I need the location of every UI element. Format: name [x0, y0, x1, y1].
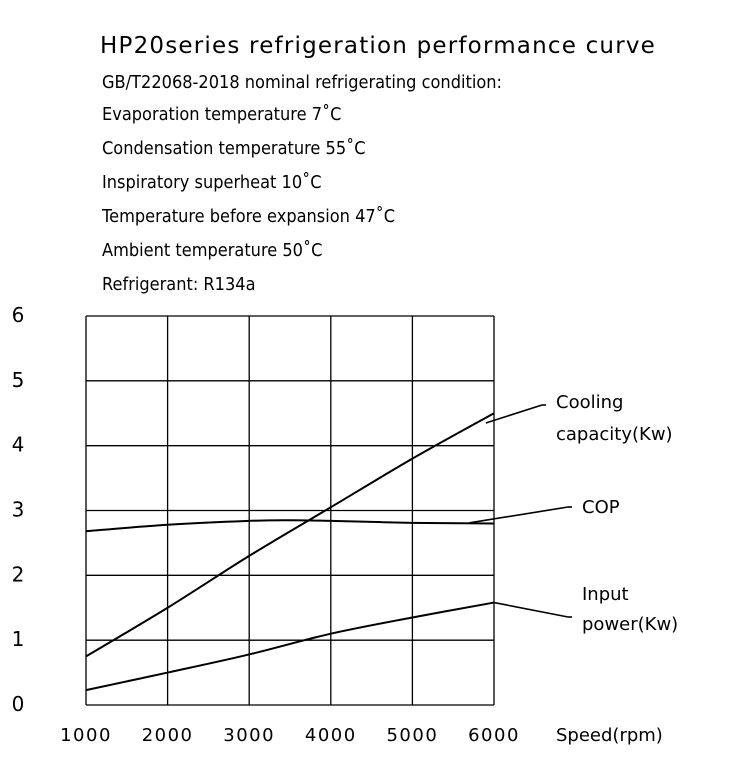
x-tick-label-2000: 2000 — [142, 725, 194, 746]
input-power-line — [85, 601, 495, 692]
y-tick-label-4: 4 — [12, 433, 25, 457]
y-tick-label-5: 5 — [12, 368, 25, 392]
condition-line-1: GB/T22068-2018 nominal refrigerating con… — [102, 72, 502, 93]
cop-label-line-0: COP — [582, 497, 620, 518]
condition-line-5: Temperature before expansion 47˚C — [102, 206, 396, 227]
y-tick-label-0: 0 — [12, 692, 25, 716]
y-tick-label-6: 6 — [12, 303, 25, 327]
y-tick-label-1: 1 — [12, 627, 25, 651]
input-power-label-line-1: power(Kw) — [582, 614, 678, 635]
condition-line-2: Evaporation temperature 7˚C — [102, 104, 342, 125]
chart-grid — [85, 315, 495, 706]
input-power-label-line-0: Input — [582, 584, 629, 605]
x-axis-ticks: 1000 2000 3000 4000 5000 6000 — [60, 725, 520, 746]
condition-line-4: Inspiratory superheat 10˚C — [102, 172, 322, 193]
cooling-capacity-leader-line — [485, 404, 543, 424]
x-tick-label-5000: 5000 — [386, 725, 438, 746]
cop-label: COP — [582, 497, 620, 518]
condition-line-7: Refrigerant: R134a — [102, 274, 256, 295]
input-power-label: Input power(Kw) — [582, 584, 678, 635]
y-axis-ticks: 0 1 2 3 4 5 6 — [12, 303, 25, 716]
cooling-capacity-line — [85, 412, 495, 658]
x-tick-label-3000: 3000 — [223, 725, 275, 746]
x-tick-label-6000: 6000 — [468, 725, 520, 746]
cop-line — [85, 519, 495, 533]
x-tick-label-4000: 4000 — [305, 725, 357, 746]
condition-line-3: Condensation temperature 55˚C — [102, 138, 366, 159]
x-tick-label-1000: 1000 — [60, 725, 112, 746]
x-axis-label: Speed(rpm) — [556, 725, 663, 746]
cooling-capacity-label-line-0: Cooling — [556, 392, 623, 413]
cooling-capacity-label-line-1: capacity(Kw) — [556, 424, 673, 445]
input-power-leader-line — [493, 601, 569, 618]
y-tick-label-2: 2 — [12, 562, 25, 586]
series-labels: Cooling capacity(Kw) COP Input power(Kw) — [469, 392, 678, 635]
cop-leader-line — [469, 506, 569, 524]
y-tick-label-3: 3 — [12, 498, 25, 522]
chart-series — [85, 412, 495, 692]
cooling-capacity-label: Cooling capacity(Kw) — [556, 392, 673, 445]
chart-title: HP20series refrigeration performance cur… — [100, 33, 657, 59]
condition-line-6: Ambient temperature 50˚C — [102, 240, 323, 261]
